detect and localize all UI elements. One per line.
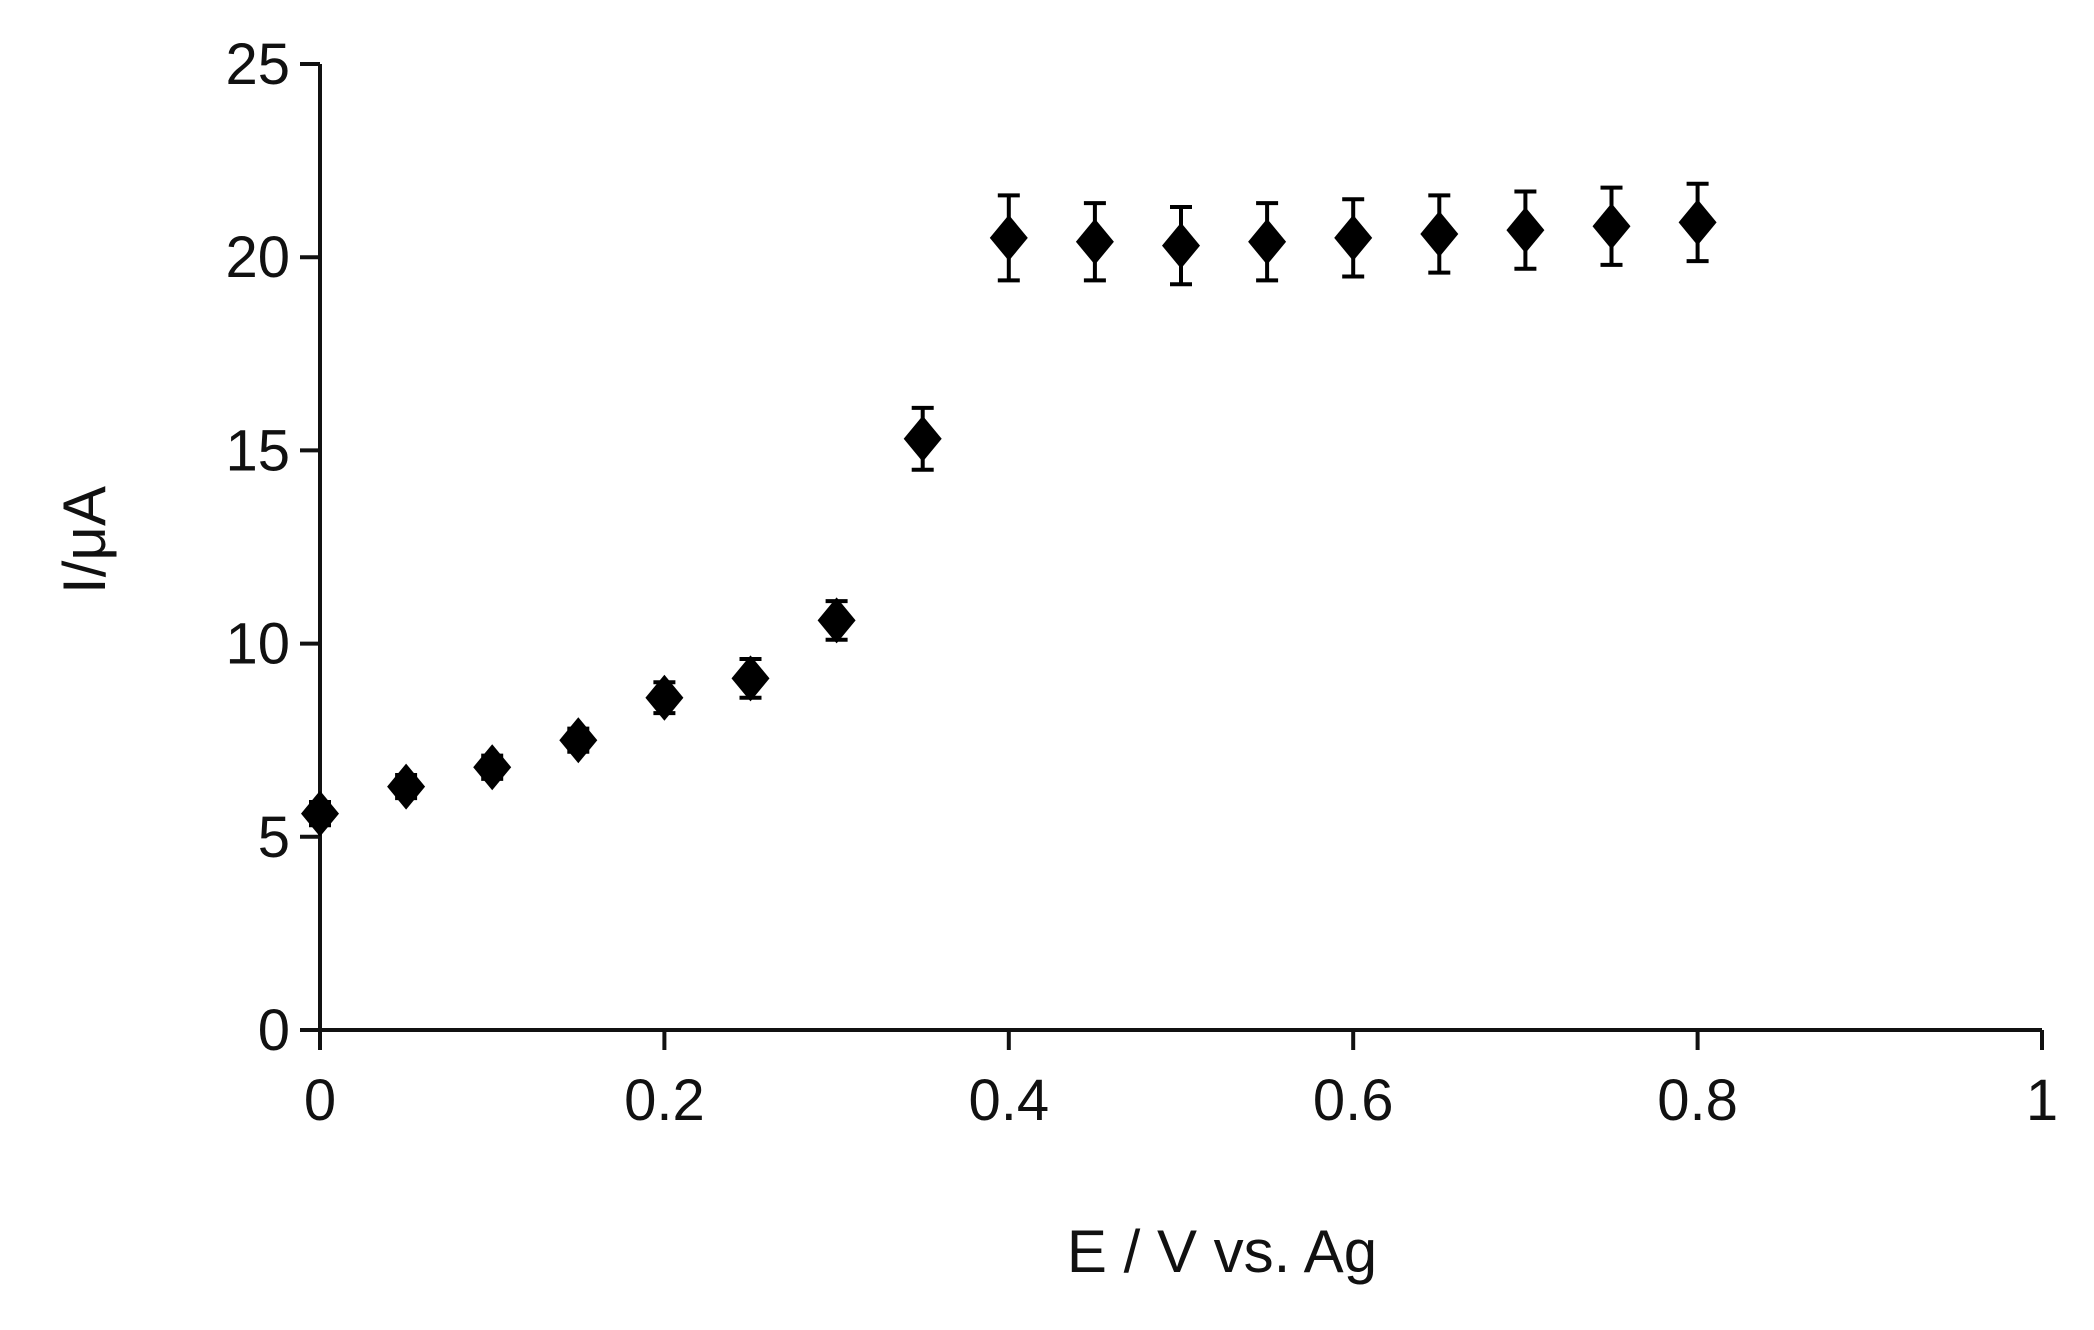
- x-tick-label: 0: [304, 1068, 336, 1133]
- x-tick-label: 0.8: [1657, 1068, 1738, 1133]
- data-point: [731, 655, 770, 702]
- data-point: [301, 790, 339, 837]
- diamond-marker: [1678, 199, 1717, 246]
- diamond-marker: [1162, 222, 1200, 269]
- data-point: [989, 193, 1028, 283]
- diamond-marker: [1506, 207, 1545, 254]
- diamond-marker: [387, 763, 426, 810]
- diamond-marker: [731, 655, 770, 702]
- diamond-marker: [301, 790, 339, 837]
- x-tick-label: 0.2: [624, 1068, 705, 1133]
- data-points: [301, 181, 1717, 837]
- diamond-marker: [1248, 218, 1287, 265]
- x-tick-label: 0.6: [1313, 1068, 1394, 1133]
- diamond-marker: [1075, 218, 1114, 265]
- data-point: [1592, 185, 1631, 267]
- y-tick-label: 5: [258, 805, 290, 870]
- diamond-marker: [1592, 203, 1631, 250]
- data-point: [1678, 181, 1717, 264]
- diamond-marker: [1420, 211, 1459, 258]
- y-tick-label: 20: [225, 225, 290, 290]
- diamond-marker: [903, 415, 942, 462]
- data-point: [1162, 204, 1200, 287]
- axes: [318, 64, 2042, 1032]
- data-point: [473, 744, 512, 791]
- diamond-marker: [473, 744, 512, 791]
- x-tick-label: 0.4: [968, 1068, 1049, 1133]
- x-axis-title: E / V vs. Ag: [1067, 1218, 1377, 1285]
- data-point: [1075, 201, 1114, 283]
- data-point: [1334, 197, 1373, 279]
- data-point: [1506, 189, 1545, 271]
- diamond-marker: [559, 717, 598, 764]
- data-point: [903, 405, 942, 472]
- y-axis-title: I/μA: [51, 486, 118, 594]
- data-point: [559, 717, 598, 764]
- data-point: [817, 597, 856, 644]
- data-point: [1248, 201, 1287, 283]
- data-point: [387, 763, 426, 810]
- y-tick-label: 10: [225, 612, 290, 677]
- y-tick-label: 0: [258, 998, 290, 1063]
- y-tick-label: 25: [225, 32, 290, 97]
- diamond-marker: [1334, 214, 1373, 261]
- diamond-marker: [989, 214, 1028, 261]
- y-axis-ticks: 0 5 10 15 20 25: [225, 32, 320, 1063]
- y-tick-label: 15: [225, 418, 290, 483]
- data-point: [645, 674, 684, 721]
- x-axis-ticks: 0 0.2 0.4 0.6 0.8 1: [304, 1030, 2058, 1133]
- data-point: [1420, 193, 1459, 275]
- diamond-marker: [817, 597, 856, 644]
- x-tick-label: 1: [2026, 1068, 2058, 1133]
- diamond-marker: [645, 674, 684, 721]
